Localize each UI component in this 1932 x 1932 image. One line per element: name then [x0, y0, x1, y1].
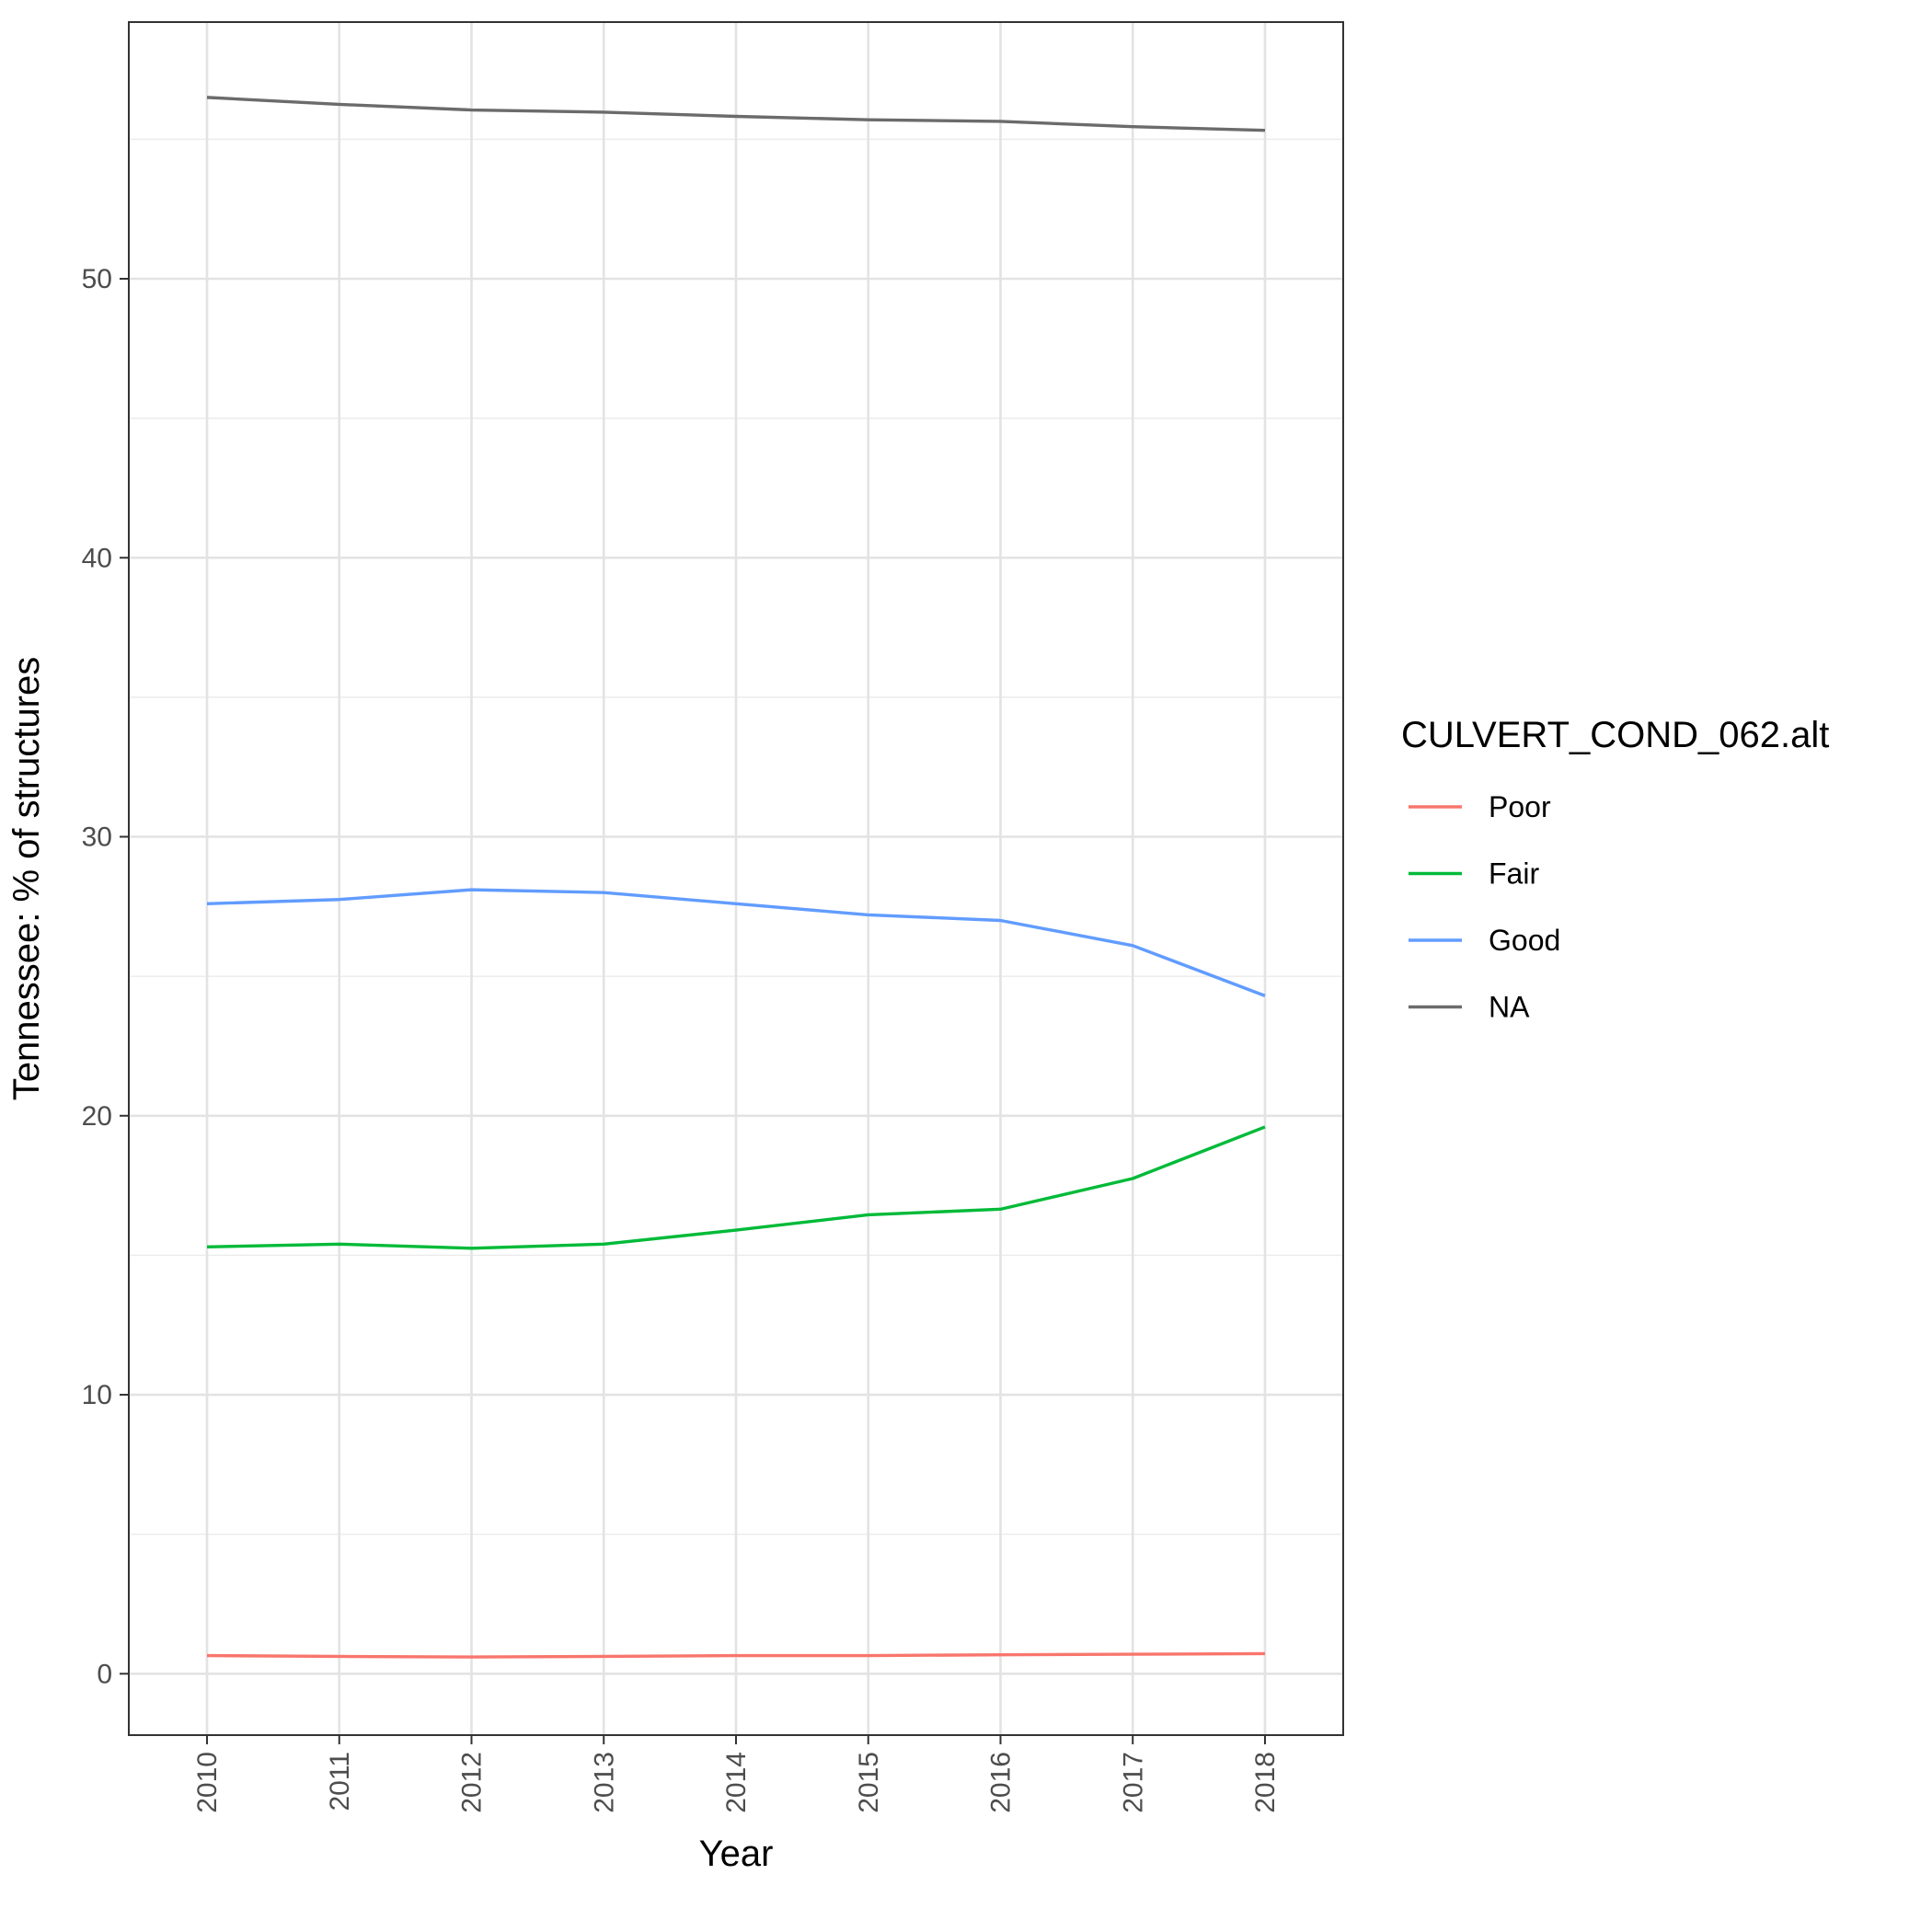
x-tick-label: 2017 — [1118, 1752, 1148, 1813]
x-tick-label: 2010 — [192, 1752, 223, 1813]
x-tick-label: 2012 — [457, 1752, 488, 1813]
x-tick-label: 2013 — [589, 1752, 619, 1813]
legend-label-poor: Poor — [1489, 790, 1551, 823]
grid-layer — [129, 22, 1343, 1735]
legend: CULVERT_COND_062.alt Poor Fair Good NA — [1401, 715, 1829, 1024]
y-tick-label: 20 — [82, 1101, 112, 1132]
series-layer — [206, 96, 1266, 1659]
legend-label-good: Good — [1489, 924, 1560, 957]
y-tick-label: 10 — [82, 1380, 112, 1410]
series-line-poor — [206, 1651, 1266, 1659]
x-tick-label: 2018 — [1250, 1752, 1281, 1813]
legend-label-fair: Fair — [1489, 857, 1539, 891]
axis-layer: 0 10 20 30 40 50 2010 2011 2012 2013 2014 2015 2016 2… — [82, 264, 1281, 1813]
y-tick-label: 30 — [82, 822, 112, 853]
y-tick-label: 50 — [82, 264, 112, 294]
x-axis-title: Year — [699, 1834, 774, 1874]
x-tick-label: 2015 — [854, 1752, 884, 1813]
legend-title: CULVERT_COND_062.alt — [1401, 715, 1829, 755]
series-line-good — [206, 888, 1266, 997]
x-tick-label: 2011 — [325, 1752, 355, 1811]
legend-label-na: NA — [1489, 991, 1530, 1024]
y-axis-title: Tennessee: % of structures — [6, 657, 47, 1100]
y-tick-label: 0 — [97, 1659, 112, 1689]
x-tick-label: 2016 — [986, 1752, 1017, 1813]
series-line-na — [206, 96, 1266, 132]
y-tick-label: 40 — [82, 543, 112, 573]
series-line-fair — [206, 1125, 1266, 1250]
legend-items: Poor Fair Good NA — [1409, 790, 1560, 1024]
x-tick-label: 2014 — [721, 1752, 752, 1813]
